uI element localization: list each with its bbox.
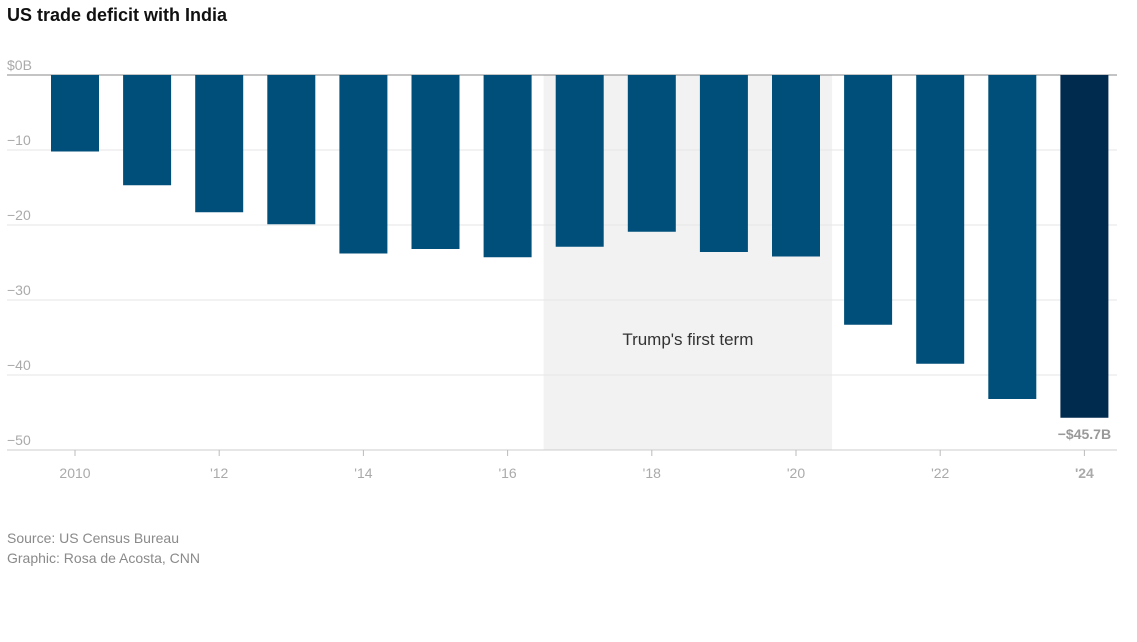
y-tick-label: −30 [7, 282, 31, 298]
x-tick-label: '24 [1075, 465, 1094, 481]
y-tick-label: −10 [7, 132, 31, 148]
y-tick-label: −20 [7, 207, 31, 223]
bars [51, 75, 1109, 418]
x-tick-label: '20 [787, 465, 805, 481]
source-note: Source: US Census Bureau [7, 530, 179, 546]
x-tick-label: '16 [498, 465, 516, 481]
x-tick-label: 2010 [59, 465, 90, 481]
y-tick-label: $0B [7, 57, 32, 73]
bar-2022 [916, 75, 965, 364]
chart-title: US trade deficit with India [7, 5, 228, 25]
bar-2010 [51, 75, 99, 152]
bar-2021 [844, 75, 893, 325]
x-tick-label: '22 [931, 465, 949, 481]
bar-2011 [123, 75, 172, 186]
x-tick-label: '12 [210, 465, 228, 481]
credits: Source: US Census Bureau Graphic: Rosa d… [7, 528, 200, 568]
bar-2012 [195, 75, 244, 213]
y-tick-label: −50 [7, 432, 31, 448]
labels: Trump's first term $0B −10 −20 −30 −40 −50 −$45… [7, 57, 1111, 481]
shaded-region-label: Trump's first term [622, 330, 753, 349]
bar-2018 [627, 75, 676, 232]
bar-2024 [1060, 75, 1109, 418]
bar-2019 [699, 75, 748, 252]
bar-2015 [411, 75, 460, 249]
bar-2014 [339, 75, 388, 254]
highlight-value-label: −$45.7B [1058, 426, 1111, 442]
x-tick-label: '14 [354, 465, 372, 481]
bar-2016 [483, 75, 532, 258]
bar-2013 [267, 75, 316, 225]
bar-2023 [988, 75, 1037, 399]
bar-2017 [555, 75, 604, 247]
graphic-credit: Graphic: Rosa de Acosta, CNN [7, 550, 200, 566]
y-tick-label: −40 [7, 357, 31, 373]
bar-2020 [772, 75, 820, 257]
x-tick-label: '18 [643, 465, 661, 481]
